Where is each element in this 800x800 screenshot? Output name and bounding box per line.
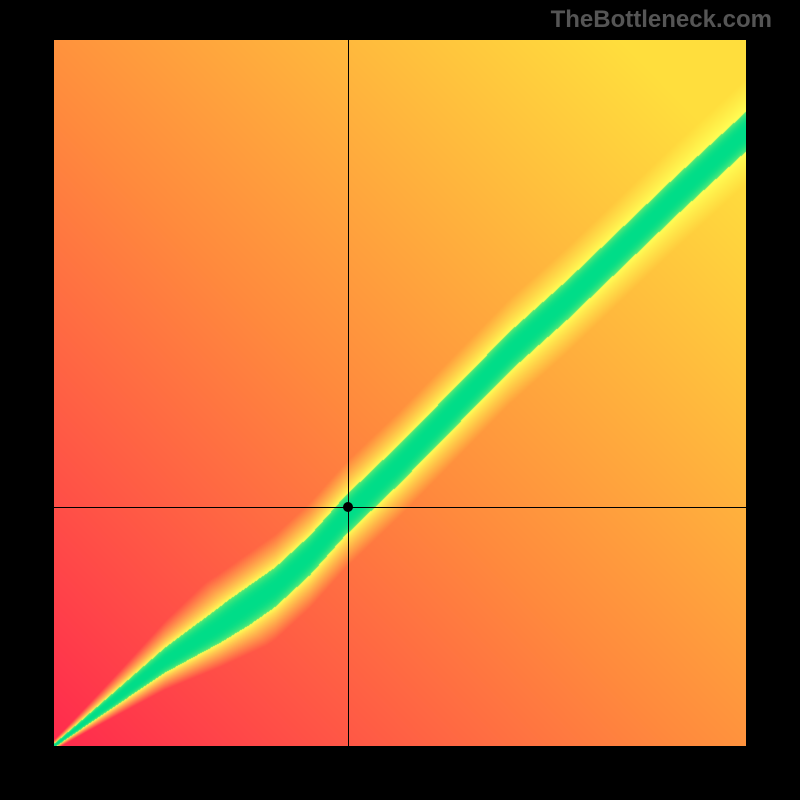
- bottleneck-heatmap-chart: TheBottleneck.com: [0, 0, 800, 800]
- crosshair-vertical: [348, 40, 349, 746]
- heatmap-canvas: [54, 40, 746, 746]
- crosshair-horizontal: [54, 507, 746, 508]
- watermark-text: TheBottleneck.com: [551, 6, 772, 34]
